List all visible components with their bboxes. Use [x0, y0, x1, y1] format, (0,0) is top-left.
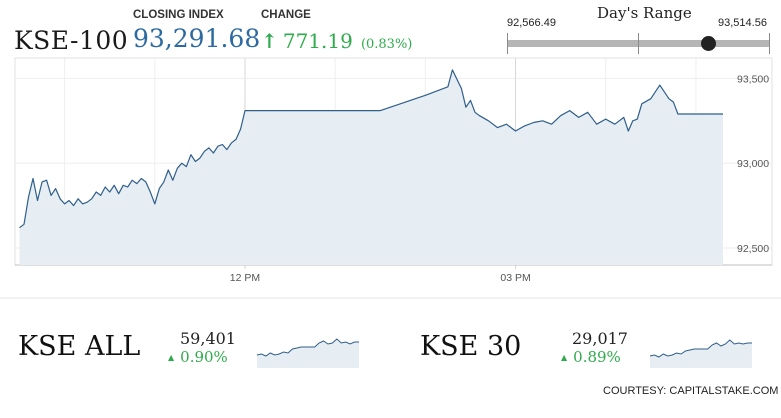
- kse100-intraday-chart: 92,500 93,000 93,500 12 PM 03 PM: [0, 57, 781, 299]
- range-tick: [507, 33, 508, 54]
- courtesy-credit: COURTESY: CAPITALSTAKE.COM: [603, 385, 779, 397]
- range-tick: [769, 33, 770, 54]
- sparkline-area: [257, 339, 359, 368]
- kse-all-value: 59,401: [180, 329, 236, 348]
- change-value: 771.19: [282, 29, 353, 53]
- kse-30-sparkline: [649, 339, 752, 368]
- kse-all-change: ▲ 0.90%: [168, 348, 228, 366]
- kse-30-change: ▲ 0.89%: [561, 348, 621, 366]
- range-tick: [638, 33, 639, 54]
- kse-30-change-pct: 0.89%: [573, 348, 621, 366]
- change-percent: (0.83%): [360, 37, 413, 52]
- index-name: KSE-100: [14, 26, 129, 55]
- up-arrow-icon: ↑: [261, 29, 278, 53]
- kse-all-name: KSE ALL: [18, 331, 141, 362]
- x-tick-label: 03 PM: [500, 272, 530, 284]
- days-range-high: 93,514.56: [718, 17, 767, 29]
- kse-30-name: KSE 30: [420, 331, 522, 362]
- y-tick-label: 93,500: [737, 73, 769, 85]
- kse-all-sparkline: [256, 338, 359, 368]
- closing-index-label: CLOSING INDEX: [133, 9, 224, 21]
- closing-index-value: 93,291.68: [133, 24, 261, 53]
- change-readout: ↑ 771.19 (0.83%): [261, 29, 412, 53]
- days-range-title: Day's Range: [597, 4, 692, 22]
- change-label: CHANGE: [261, 9, 311, 21]
- kse100-line: [19, 69, 723, 229]
- sparkline-line: [256, 338, 359, 357]
- y-tick-label: 93,000: [737, 158, 769, 170]
- kse-30-value: 29,017: [572, 329, 628, 348]
- y-tick-label: 92,500: [737, 243, 769, 255]
- kse-all-change-pct: 0.90%: [180, 348, 228, 366]
- up-triangle-icon: ▲: [168, 353, 175, 362]
- kse100-area: [19, 69, 723, 266]
- days-range-marker: [700, 36, 716, 51]
- x-tick-label: 12 PM: [230, 272, 260, 284]
- sparkline-area: [650, 340, 752, 368]
- up-triangle-icon: ▲: [561, 353, 568, 362]
- days-range-low: 92,566.49: [507, 17, 556, 29]
- sparkline-line: [649, 339, 752, 358]
